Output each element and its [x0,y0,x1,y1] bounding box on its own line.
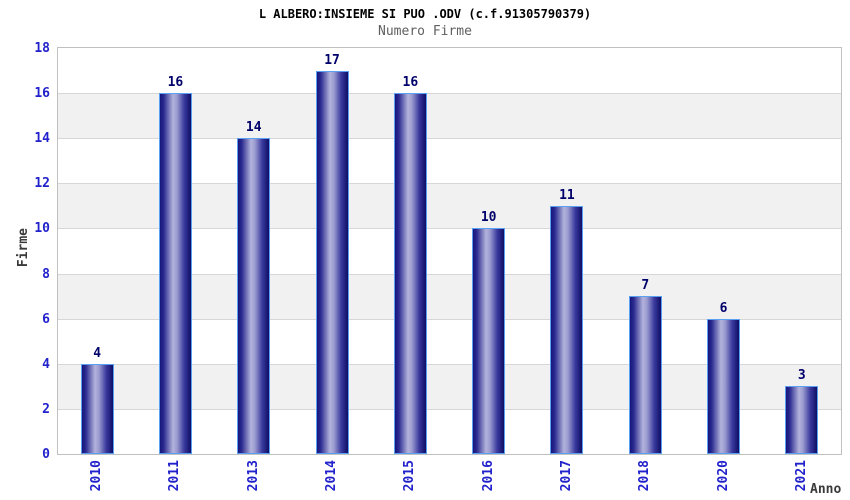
bar-2016 [472,228,506,454]
plot-band [58,138,841,183]
plot-band [58,318,841,364]
x-tick-label: 2013 [246,460,262,500]
y-tick-label: 6 [42,311,50,327]
bar-2020 [707,318,741,454]
y-tick-label: 4 [42,356,50,372]
x-tick-label-text: 2017 [558,460,574,492]
x-tick-label-text: 2020 [715,460,731,492]
x-tick-label: 2021 [794,460,810,500]
bar-2015 [393,93,427,454]
bar-2010 [80,363,114,454]
y-tick-label: 2 [42,401,50,417]
y-tick-label: 14 [34,131,50,147]
y-tick-label: 0 [42,447,50,462]
x-tick-label: 2018 [637,460,653,500]
bar-value-label: 3 [797,368,806,384]
bar-value-label: 11 [559,187,575,203]
chart-title: L ALBERO:INSIEME SI PUO .ODV (c.f.913057… [258,7,592,21]
x-tick-label-text: 2011 [167,460,183,492]
x-tick-label: 2015 [402,460,418,500]
chart-subtitle: Numero Firme [378,24,472,39]
x-tick-label-text: 2018 [637,460,653,492]
x-tick-label: 2010 [89,460,105,500]
y-tick-label: 18 [34,41,50,56]
bar-value-label: 6 [719,300,728,316]
y-tick-label: 10 [34,221,50,237]
y-tick-label: 12 [34,176,50,192]
bar-2017 [550,205,584,454]
bar-value-label: 17 [324,52,340,68]
x-tick-label: 2017 [559,460,575,500]
x-tick-label-text: 2016 [480,460,496,492]
bar-2014 [315,70,349,454]
y-tick-label: 8 [42,266,50,282]
x-tick-label-text: 2013 [245,460,261,492]
plot-area: 0 2 4 6 8 10 12 14 16 18 4 2010 16 2011 14 2013 17 2014 16… [34,41,842,491]
x-tick-label-text: 2014 [324,460,340,492]
bar-value-label: 16 [402,75,419,91]
plot-band [58,408,841,454]
x-tick-label-text: 2015 [402,460,418,492]
bar-2021 [785,386,819,454]
bar-value-label: 7 [641,278,650,294]
plot-band [58,228,841,273]
y-tick-label: 16 [34,86,50,102]
x-tick-label-text: 2010 [89,460,105,492]
x-tick-label: 2020 [716,460,732,500]
bar-2018 [628,296,662,454]
x-tick-label-text: 2021 [793,460,809,492]
x-axis-title: Anno [810,482,842,497]
bar-value-label: 4 [93,345,102,361]
bar-value-label: 14 [245,120,262,136]
x-tick-label: 2011 [167,460,183,500]
x-tick-label: 2016 [481,460,497,500]
bar-2011 [158,93,192,454]
x-tick-label: 2014 [324,460,340,500]
bar-value-label: 16 [167,75,184,91]
bar-2013 [237,138,271,454]
bar-value-label: 10 [480,210,497,226]
